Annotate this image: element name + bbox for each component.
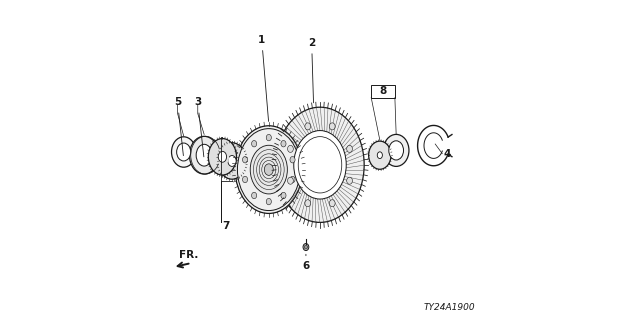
Text: 8: 8 [380,86,387,96]
Ellipse shape [177,143,191,161]
Ellipse shape [216,148,229,165]
Ellipse shape [294,131,346,199]
Ellipse shape [189,136,219,174]
Ellipse shape [369,141,391,169]
Ellipse shape [290,176,295,183]
Ellipse shape [218,143,246,179]
Ellipse shape [305,123,310,130]
Text: 3: 3 [194,97,204,157]
Text: 7: 7 [222,220,230,231]
Ellipse shape [276,107,364,222]
Text: 4: 4 [443,148,451,159]
Ellipse shape [287,177,293,184]
Ellipse shape [290,156,295,163]
Ellipse shape [208,139,237,175]
Ellipse shape [172,137,196,167]
Ellipse shape [375,149,385,161]
Ellipse shape [305,245,308,249]
Text: 5: 5 [174,97,184,156]
Ellipse shape [266,134,271,141]
Ellipse shape [281,192,286,199]
Ellipse shape [196,144,212,166]
Ellipse shape [305,200,310,207]
Ellipse shape [347,145,353,152]
Ellipse shape [243,156,248,163]
Ellipse shape [228,156,236,166]
Text: 6: 6 [302,254,310,271]
Ellipse shape [330,200,335,207]
Ellipse shape [266,198,271,205]
Text: 1: 1 [258,35,269,121]
Ellipse shape [347,177,353,184]
Ellipse shape [218,151,227,162]
Ellipse shape [330,123,335,130]
Ellipse shape [252,192,257,199]
Bar [371,85,395,98]
Ellipse shape [236,126,303,213]
Ellipse shape [383,134,409,166]
Text: 2: 2 [308,38,316,103]
Ellipse shape [378,152,383,158]
Ellipse shape [264,164,273,175]
Ellipse shape [303,244,309,251]
Ellipse shape [250,145,287,194]
Text: FR.: FR. [179,250,198,260]
Ellipse shape [388,141,404,160]
Ellipse shape [287,145,293,152]
Ellipse shape [243,176,248,183]
Ellipse shape [252,140,257,147]
Ellipse shape [281,140,286,147]
Text: TY24A1900: TY24A1900 [424,303,475,312]
Ellipse shape [237,129,300,211]
